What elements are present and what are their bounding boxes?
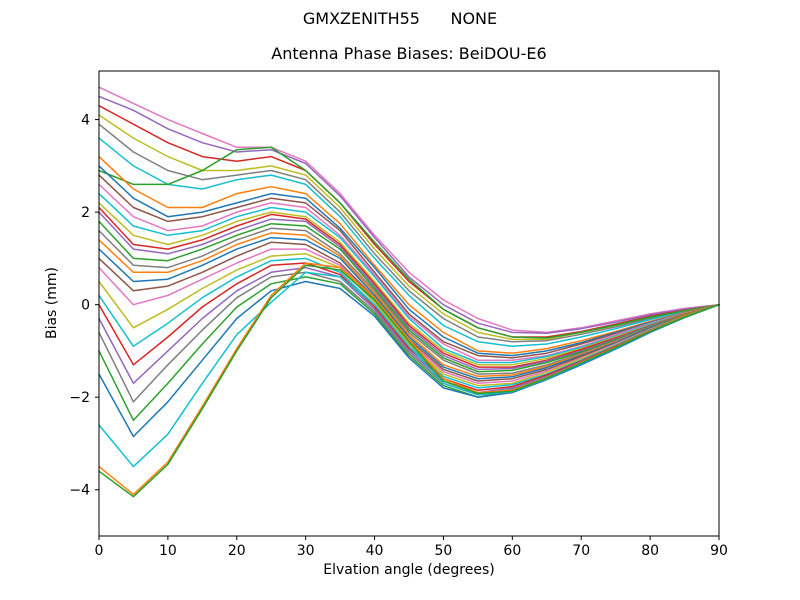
series-line-7 <box>98 155 720 354</box>
series-line-30 <box>98 264 720 498</box>
y-tick-label: 0 <box>81 298 90 314</box>
series-line-2 <box>98 104 720 338</box>
series-line-16 <box>98 227 720 375</box>
y-tick-label: 2 <box>81 205 90 221</box>
series-line-1 <box>98 95 720 335</box>
axes-frame <box>98 70 720 537</box>
x-tick-label: 50 <box>435 543 453 559</box>
x-tick-label: 20 <box>228 543 246 559</box>
x-tick-label: 0 <box>95 543 104 559</box>
series-line-13 <box>98 206 720 368</box>
x-tick-label: 10 <box>159 543 177 559</box>
series-line-19 <box>98 241 720 382</box>
series-line-5 <box>98 137 720 348</box>
series-line-10 <box>98 183 720 361</box>
x-tick-label: 40 <box>366 543 384 559</box>
y-axis-label: Bias (mm) <box>44 266 60 340</box>
series-line-12 <box>98 202 720 366</box>
series-line-8 <box>98 165 720 357</box>
series-line-15 <box>98 220 720 373</box>
series-line-28 <box>98 271 720 468</box>
series-line-6 <box>98 146 720 339</box>
series-line-18 <box>98 236 720 380</box>
axes-title: Antenna Phase Biases: BeiDOU-E6 <box>271 44 547 63</box>
figure-suptitle: GMXZENITH55 NONE <box>302 9 498 28</box>
x-axis-label: Elvation angle (degrees) <box>323 562 495 578</box>
y-tick-label: −2 <box>69 390 90 406</box>
series-line-23 <box>98 262 720 392</box>
series-line-27 <box>98 280 720 438</box>
series-line-9 <box>98 174 720 359</box>
x-tick-label: 70 <box>572 543 590 559</box>
x-tick-label: 90 <box>710 543 728 559</box>
x-tick-label: 60 <box>503 543 521 559</box>
series-line-14 <box>98 211 720 371</box>
series-line-11 <box>98 192 720 364</box>
y-tick-label: 4 <box>81 113 90 129</box>
y-tick-label: −4 <box>69 483 90 499</box>
x-tick-label: 30 <box>297 543 315 559</box>
series-line-17 <box>98 232 720 378</box>
series-line-29 <box>98 262 720 496</box>
series-line-0 <box>98 86 720 334</box>
x-tick-label: 80 <box>641 543 659 559</box>
series-line-4 <box>98 123 720 343</box>
